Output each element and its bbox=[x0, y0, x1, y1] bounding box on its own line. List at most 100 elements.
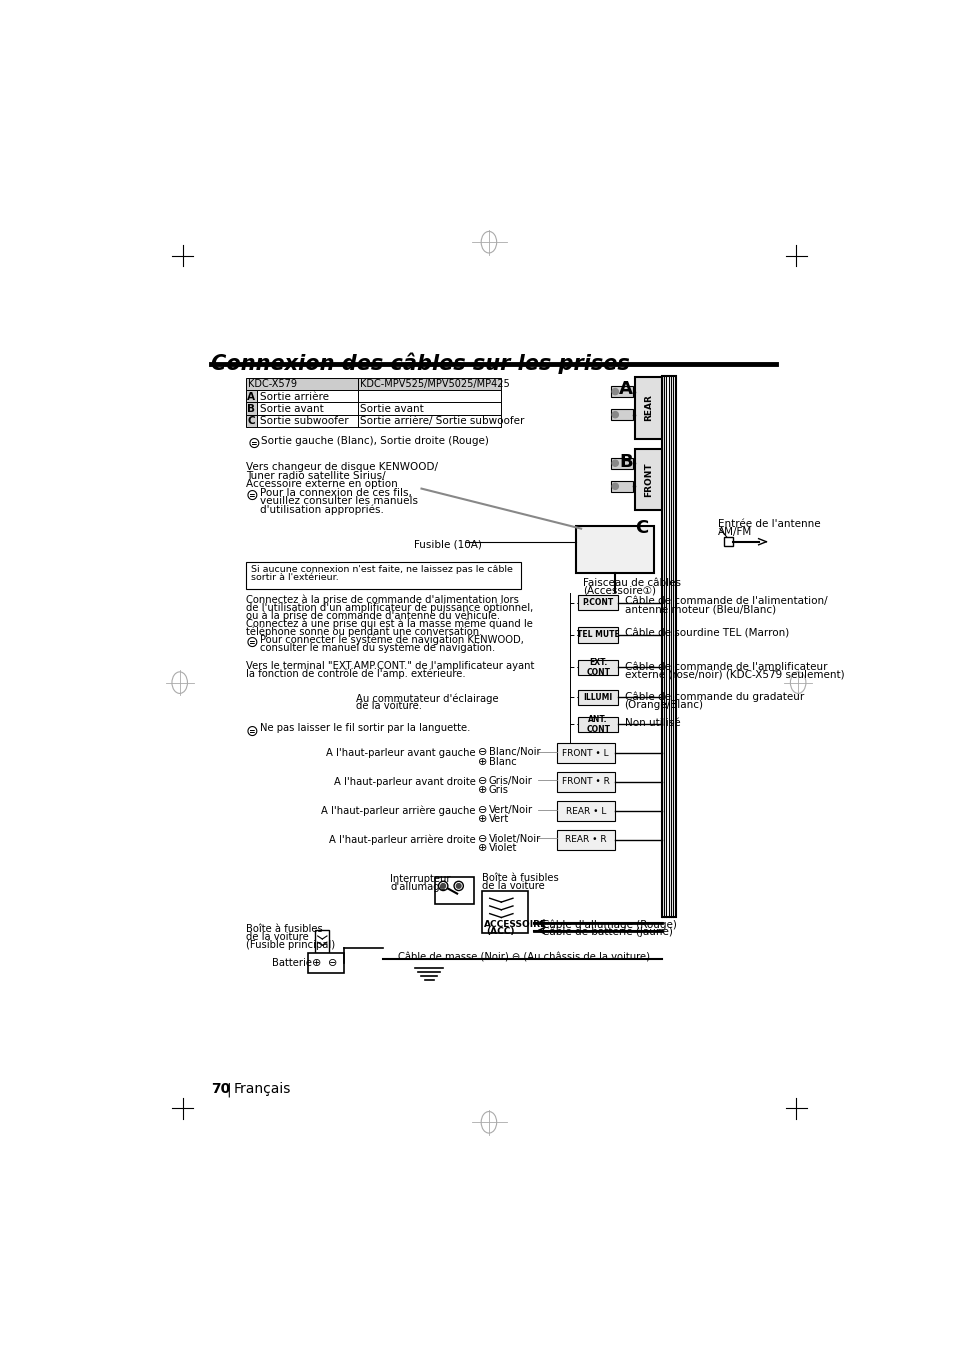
Text: Câble de commande de l'amplificateur: Câble de commande de l'amplificateur bbox=[624, 661, 826, 671]
Bar bbox=[245, 378, 357, 390]
Bar bbox=[634, 449, 661, 511]
Bar bbox=[557, 771, 615, 792]
Circle shape bbox=[612, 461, 618, 466]
Text: Pour connecter le système de navigation KENWOOD,: Pour connecter le système de navigation … bbox=[259, 635, 523, 646]
Text: Sortie arrière: Sortie arrière bbox=[259, 392, 328, 401]
Text: de la voiture: de la voiture bbox=[481, 881, 544, 890]
Bar bbox=[611, 481, 633, 492]
Text: Câble de masse (Noir) ⊖ (Au châssis de la voiture): Câble de masse (Noir) ⊖ (Au châssis de l… bbox=[397, 952, 650, 963]
Text: ⊖: ⊖ bbox=[477, 805, 487, 815]
Bar bbox=[661, 376, 675, 917]
Text: 70: 70 bbox=[211, 1082, 230, 1096]
Text: Gris: Gris bbox=[488, 785, 508, 794]
Bar bbox=[245, 403, 257, 415]
Text: Boîte à fusibles: Boîte à fusibles bbox=[481, 873, 558, 882]
Bar bbox=[578, 627, 618, 643]
Bar bbox=[257, 403, 357, 415]
Bar bbox=[557, 830, 615, 850]
Text: A: A bbox=[247, 392, 254, 401]
Text: Sortie avant: Sortie avant bbox=[259, 404, 323, 413]
Text: ⊜: ⊜ bbox=[245, 724, 258, 739]
Text: P.CONT: P.CONT bbox=[582, 598, 613, 607]
Bar bbox=[257, 390, 357, 403]
Text: (ACC): (ACC) bbox=[486, 927, 515, 936]
Text: B: B bbox=[247, 404, 254, 413]
Text: Violet: Violet bbox=[488, 843, 517, 852]
Text: Si aucune connexion n'est faite, ne laissez pas le câble: Si aucune connexion n'est faite, ne lais… bbox=[251, 565, 513, 574]
Text: Connectez à une prise qui est à la masse même quand le: Connectez à une prise qui est à la masse… bbox=[245, 619, 532, 630]
Circle shape bbox=[612, 412, 618, 417]
Bar bbox=[435, 877, 474, 904]
Text: AM/FM: AM/FM bbox=[717, 527, 751, 538]
Bar bbox=[357, 378, 500, 390]
Text: sortir à l'extérieur.: sortir à l'extérieur. bbox=[251, 573, 338, 581]
Text: veuillez consulter les manuels: veuillez consulter les manuels bbox=[259, 496, 417, 507]
Text: Sortie subwoofer: Sortie subwoofer bbox=[259, 416, 348, 426]
Text: ⊕: ⊕ bbox=[477, 815, 487, 824]
Bar bbox=[576, 527, 654, 573]
Text: Câble d'allumage (Rouge): Câble d'allumage (Rouge) bbox=[541, 919, 676, 929]
Text: (Orange/Blanc): (Orange/Blanc) bbox=[624, 700, 702, 709]
Bar bbox=[357, 390, 500, 403]
Text: FRONT • L: FRONT • L bbox=[562, 748, 608, 758]
Text: consulter le manuel du système de navigation.: consulter le manuel du système de naviga… bbox=[259, 643, 495, 653]
Bar bbox=[481, 890, 528, 934]
Text: ANT.
CONT: ANT. CONT bbox=[585, 715, 610, 734]
Text: |: | bbox=[226, 1082, 231, 1097]
Text: de l'utilisation d'un amplificateur de puissance optionnel,: de l'utilisation d'un amplificateur de p… bbox=[245, 603, 533, 612]
Text: Violet/Noir: Violet/Noir bbox=[488, 834, 540, 843]
Text: ⊖: ⊖ bbox=[328, 958, 336, 967]
Text: Vers changeur de disque KENWOOD/: Vers changeur de disque KENWOOD/ bbox=[245, 462, 437, 473]
Circle shape bbox=[438, 881, 447, 890]
Text: la fonction de contrôle de l'amp. extérieure.: la fonction de contrôle de l'amp. extéri… bbox=[245, 669, 465, 680]
Bar bbox=[578, 659, 618, 676]
Text: externe (rose/noir) (KDC-X579 seulement): externe (rose/noir) (KDC-X579 seulement) bbox=[624, 670, 843, 680]
Text: KDC-X579: KDC-X579 bbox=[248, 380, 296, 389]
Text: C: C bbox=[635, 519, 648, 536]
Text: Ne pas laisser le fil sortir par la languette.: Ne pas laisser le fil sortir par la lang… bbox=[259, 723, 470, 734]
Text: Vert: Vert bbox=[488, 815, 509, 824]
Text: Faisceau de câbles: Faisceau de câbles bbox=[582, 578, 680, 588]
Text: de la voiture.: de la voiture. bbox=[355, 701, 421, 711]
Bar bbox=[611, 458, 633, 469]
Text: A l'haut-parleur arrière gauche: A l'haut-parleur arrière gauche bbox=[321, 805, 476, 816]
Text: ACCESSOIRE: ACCESSOIRE bbox=[483, 920, 546, 928]
Bar bbox=[357, 415, 500, 427]
Circle shape bbox=[454, 881, 463, 890]
Circle shape bbox=[440, 884, 445, 888]
Text: REAR • L: REAR • L bbox=[565, 807, 605, 816]
Bar bbox=[245, 562, 520, 589]
Text: ⊜: ⊜ bbox=[245, 635, 258, 650]
Text: ⊕: ⊕ bbox=[312, 958, 321, 967]
Bar bbox=[611, 386, 633, 397]
Bar bbox=[357, 403, 500, 415]
Text: (Accessoire①): (Accessoire①) bbox=[582, 585, 655, 596]
Bar bbox=[557, 801, 615, 821]
Text: Vert/Noir: Vert/Noir bbox=[488, 805, 533, 815]
Text: ⊜: ⊜ bbox=[247, 436, 259, 451]
Text: A l'haut-parleur avant gauche: A l'haut-parleur avant gauche bbox=[326, 748, 476, 758]
Text: Français: Français bbox=[233, 1082, 291, 1096]
Text: ⊜: ⊜ bbox=[245, 488, 258, 503]
Text: KDC-MPV525/MPV5025/MP425: KDC-MPV525/MPV5025/MP425 bbox=[360, 380, 510, 389]
Text: Sortie gauche (Blanc), Sortie droite (Rouge): Sortie gauche (Blanc), Sortie droite (Ro… bbox=[261, 436, 489, 446]
Text: Connexion des câbles sur les prises: Connexion des câbles sur les prises bbox=[211, 353, 629, 374]
Text: ⊕: ⊕ bbox=[477, 757, 487, 766]
Text: ⊖: ⊖ bbox=[477, 747, 487, 758]
Text: ⊖: ⊖ bbox=[477, 834, 487, 843]
Text: Gris/Noir: Gris/Noir bbox=[488, 775, 532, 786]
Text: Batterie: Batterie bbox=[272, 958, 312, 967]
Text: téléphone sonne ou pendant une conversation.: téléphone sonne ou pendant une conversat… bbox=[245, 627, 481, 636]
Text: REAR: REAR bbox=[643, 394, 652, 422]
Text: Vers le terminal "EXT.AMP.CONT." de l'amplificateur ayant: Vers le terminal "EXT.AMP.CONT." de l'am… bbox=[245, 661, 534, 671]
Text: ⊕: ⊕ bbox=[477, 785, 487, 794]
Bar bbox=[245, 390, 257, 403]
Text: Blanc: Blanc bbox=[488, 757, 517, 766]
Text: A: A bbox=[618, 380, 633, 399]
Bar bbox=[611, 409, 633, 420]
Text: Fusible (10A): Fusible (10A) bbox=[414, 539, 481, 550]
Bar bbox=[578, 689, 618, 705]
Text: d'utilisation appropriés.: d'utilisation appropriés. bbox=[259, 505, 383, 515]
Text: ⊕: ⊕ bbox=[477, 843, 487, 852]
Circle shape bbox=[612, 484, 618, 489]
